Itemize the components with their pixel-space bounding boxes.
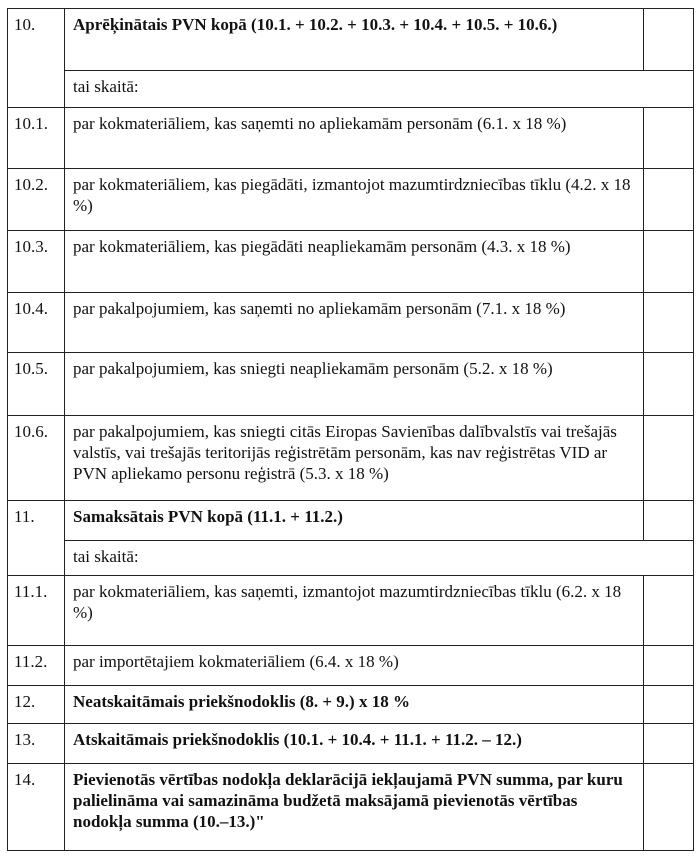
row-value-cell[interactable] <box>643 723 694 764</box>
table-row: 11.1. par kokmateriāliem, kas saņemti, iz… <box>7 575 694 646</box>
row-description: par kokmateriāliem, kas saņemti, izmanto… <box>64 575 644 646</box>
row-description: Pievienotās vērtības nodokļa deklarācijā… <box>64 763 644 851</box>
table-row: 10.6. par pakalpojumiem, kas sniegti citā… <box>7 415 694 501</box>
row-description: par kokmateriāliem, kas piegādāti, izman… <box>64 168 644 231</box>
table-row: 14. Pievienotās vērtības nodokļa deklarāc… <box>7 763 694 851</box>
row-value-cell[interactable] <box>643 500 694 541</box>
row-number: 10.3. <box>7 230 65 293</box>
table-row: 11.2. par importētajiem kokmateriāliem (6… <box>7 645 694 686</box>
row-value-cell[interactable] <box>643 763 694 851</box>
table-row: 11. Samaksātais PVN kopā (11.1. + 11.2.) <box>7 500 694 576</box>
row-description: Atskaitāmais priekšnodoklis (10.1. + 10.… <box>64 723 644 764</box>
row-value-cell[interactable] <box>643 107 694 169</box>
row-number: 10.2. <box>7 168 65 231</box>
table-row: 10.5. par pakalpojumiem, kas sniegti neap… <box>7 352 694 416</box>
row-value-cell[interactable] <box>643 575 694 646</box>
subtotal-label: tai skaitā: <box>64 70 694 108</box>
row-value-cell[interactable] <box>643 168 694 231</box>
row-number: 11.1. <box>7 575 65 646</box>
table-row: 12. Neatskaitāmais priekšnodoklis (8. + 9… <box>7 685 694 724</box>
table-subrow: tai skaitā: <box>8 540 694 576</box>
row-description: par pakalpojumiem, kas sniegti neaplieka… <box>64 352 644 416</box>
row-number: 14. <box>7 763 65 851</box>
row-value-cell[interactable] <box>643 415 694 501</box>
table-row: 10.3. par kokmateriāliem, kas piegādāti n… <box>7 230 694 293</box>
row-value-cell[interactable] <box>643 645 694 686</box>
row-number: 12. <box>7 685 65 724</box>
row-value-cell[interactable] <box>643 8 694 71</box>
row-description: par pakalpojumiem, kas sniegti citās Eir… <box>64 415 644 501</box>
row-description: par importētajiem kokmateriāliem (6.4. x… <box>64 645 644 686</box>
row-value-cell[interactable] <box>643 352 694 416</box>
row-description: par pakalpojumiem, kas saņemti no apliek… <box>64 292 644 353</box>
row-number: 13. <box>7 723 65 764</box>
table-row: 10.1. par kokmateriāliem, kas saņemti no … <box>7 107 694 169</box>
row-number: 10.1. <box>7 107 65 169</box>
row-description: Neatskaitāmais priekšnodoklis (8. + 9.) … <box>64 685 644 724</box>
table-row: 10.2. par kokmateriāliem, kas piegādāti, … <box>7 168 694 231</box>
subtotal-label: tai skaitā: <box>64 540 694 576</box>
row-description: Aprēķinātais PVN kopā (10.1. + 10.2. + 1… <box>64 8 644 71</box>
row-number: 10. <box>7 8 65 108</box>
table-subrow: tai skaitā: <box>8 70 694 108</box>
row-number: 10.6. <box>7 415 65 501</box>
table-row: 10. Aprēķinātais PVN kopā (10.1. + 10.2. … <box>7 8 694 108</box>
row-description: Samaksātais PVN kopā (11.1. + 11.2.) <box>64 500 644 541</box>
table-row: 13. Atskaitāmais priekšnodoklis (10.1. + … <box>7 723 694 764</box>
row-value-cell[interactable] <box>643 230 694 293</box>
row-number: 10.4. <box>7 292 65 353</box>
row-value-cell[interactable] <box>643 685 694 724</box>
row-description: par kokmateriāliem, kas saņemti no aplie… <box>64 107 644 169</box>
row-number: 11.2. <box>7 645 65 686</box>
row-number: 11. <box>7 500 65 576</box>
vat-calculation-table: 10. Aprēķinātais PVN kopā (10.1. + 10.2. … <box>7 8 694 851</box>
row-value-cell[interactable] <box>643 292 694 353</box>
row-description: par kokmateriāliem, kas piegādāti neapli… <box>64 230 644 293</box>
row-number: 10.5. <box>7 352 65 416</box>
table-row: 10.4. par pakalpojumiem, kas saņemti no a… <box>7 292 694 353</box>
